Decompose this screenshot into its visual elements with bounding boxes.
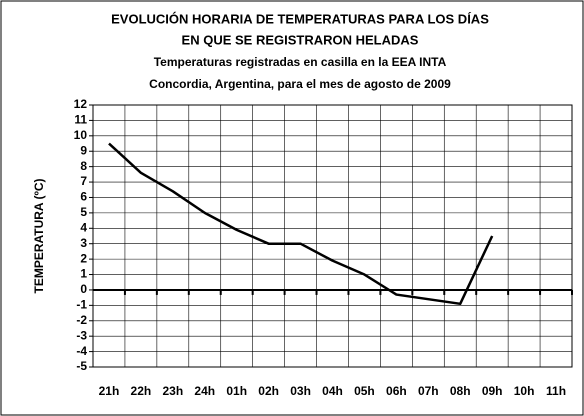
chart-subtitle: Concordia, Argentina, para el mes de ago…: [149, 77, 451, 91]
y-tick-label: -4: [76, 344, 87, 358]
y-tick-label: -1: [76, 298, 87, 312]
chart-subtitle: Temperaturas registradas en casilla en l…: [154, 55, 447, 69]
x-tick-label: 22h: [131, 384, 152, 398]
y-tick-label: 2: [80, 251, 87, 265]
x-tick-label: 11h: [546, 384, 566, 398]
x-tick-label: 10h: [514, 384, 535, 398]
x-tick-label: 23h: [162, 384, 183, 398]
y-tick-label: 3: [80, 236, 87, 250]
y-tick-label: 0: [80, 282, 87, 296]
y-tick-label: 8: [80, 159, 87, 173]
x-tick-label: 01h: [226, 384, 247, 398]
x-tick-label: 04h: [322, 384, 343, 398]
x-tick-label: 21h: [99, 384, 120, 398]
y-tick-label: -2: [76, 313, 87, 327]
chart-title: EN QUE SE REGISTRARON HELADAS: [182, 32, 419, 47]
x-tick-label: 06h: [386, 384, 407, 398]
x-tick-label: 24h: [194, 384, 215, 398]
data-line: [108, 142, 494, 306]
y-tick-label: 9: [80, 143, 87, 157]
x-tick-label: 07h: [418, 384, 439, 398]
y-tick-label: 1: [80, 267, 87, 281]
y-tick-label: 12: [74, 97, 88, 111]
y-tick-label: 11: [74, 113, 87, 127]
y-tick-label: 6: [80, 190, 87, 204]
x-tick-label: 02h: [258, 384, 279, 398]
y-tick-label: 7: [80, 174, 87, 188]
x-tick-label: 05h: [354, 384, 375, 398]
plot-area: [92, 104, 573, 368]
y-axis-label: TEMPERATURA (ºC): [32, 178, 46, 293]
x-tick-label: 08h: [450, 384, 471, 398]
x-tick-label: 09h: [482, 384, 503, 398]
y-tick-label: 5: [80, 205, 87, 219]
chart-title: EVOLUCIÓN HORARIA DE TEMPERATURAS PARA L…: [111, 11, 489, 26]
x-tick-label: 03h: [290, 384, 311, 398]
y-tick-label: -3: [76, 328, 87, 342]
y-tick-label: -5: [76, 359, 87, 373]
y-tick-label: 4: [80, 220, 87, 234]
y-tick-label: 10: [74, 128, 88, 142]
